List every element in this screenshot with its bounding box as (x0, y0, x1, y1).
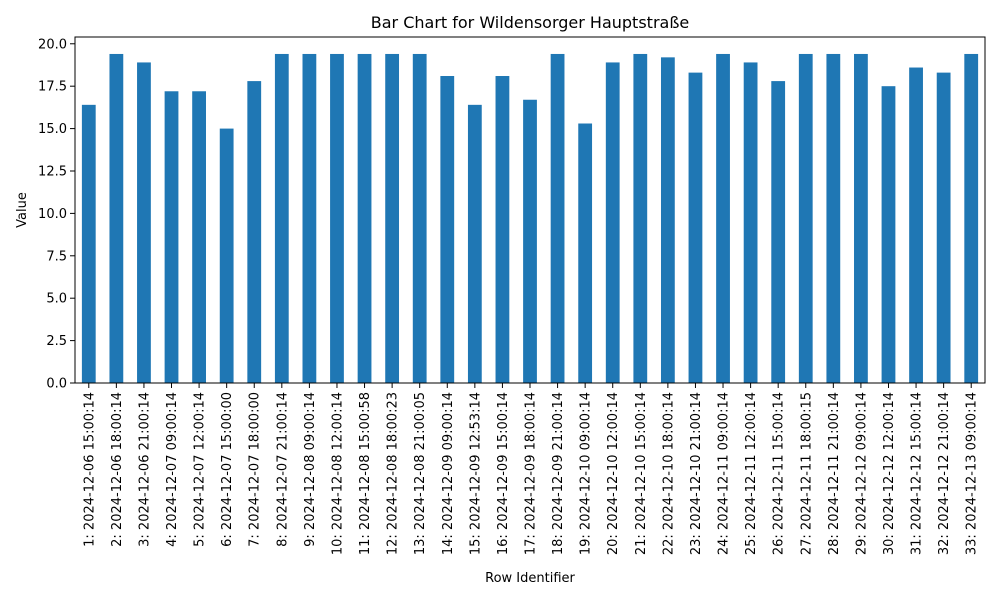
x-tick-label: 27: 2024-12-11 18:00:15 (799, 392, 814, 555)
bar-22 (660, 57, 675, 383)
bar-17 (523, 99, 537, 383)
x-axis-label: Row Identifier (485, 571, 575, 586)
x-tick-label: 7: 2024-12-07 18:00:00 (248, 392, 263, 547)
x-tick-label: 12: 2024-12-08 18:00:23 (386, 392, 401, 555)
x-tick-label: 28: 2024-12-11 21:00:14 (827, 392, 842, 555)
bar-30 (881, 86, 896, 383)
x-tick-label: 6: 2024-12-07 15:00:00 (220, 392, 235, 547)
bar-16 (495, 76, 510, 383)
bar-18 (550, 53, 565, 384)
x-tick-label: 11: 2024-12-08 15:00:58 (358, 392, 373, 555)
bars-layer (81, 53, 979, 384)
bar-28 (826, 53, 841, 384)
x-tick-label: 1: 2024-12-06 15:00:14 (82, 392, 97, 547)
bar-20 (605, 62, 620, 383)
bar-1 (81, 104, 96, 383)
y-tick-label: 0.0 (46, 377, 67, 392)
chart-title: Bar Chart for Wildensorger Hauptstraße (371, 13, 690, 32)
bar-8 (274, 53, 289, 384)
bar-15 (467, 104, 482, 383)
bar-3 (137, 62, 151, 383)
bar-33 (964, 53, 979, 384)
bar-27 (798, 53, 813, 384)
x-tick-label: 9: 2024-12-08 09:00:14 (303, 392, 318, 547)
bar-6 (219, 128, 234, 383)
x-tick-label: 17: 2024-12-09 18:00:14 (524, 392, 539, 555)
bar-11 (357, 53, 372, 384)
bar-31 (909, 67, 923, 383)
bar-26 (771, 81, 786, 383)
bar-24 (716, 53, 730, 384)
bar-19 (578, 123, 593, 383)
bar-12 (385, 53, 400, 384)
x-tick-label: 23: 2024-12-10 21:00:14 (689, 392, 704, 555)
x-tick-label: 8: 2024-12-07 21:00:14 (275, 392, 290, 547)
bar-13 (412, 53, 427, 384)
x-tick-label: 33: 2024-12-13 09:00:14 (965, 392, 980, 555)
bar-14 (440, 76, 455, 383)
x-tick-label: 19: 2024-12-10 09:00:14 (579, 392, 594, 555)
plot-frame (74, 36, 986, 384)
y-tick-label: 20.0 (38, 37, 67, 52)
y-axis: 0.0 2.5 5.0 7.5 10.0 12.5 15.0 17.5 20.0 (38, 37, 75, 392)
x-tick-label: 31: 2024-12-12 15:00:14 (910, 392, 925, 555)
y-tick-label: 7.5 (46, 249, 67, 264)
x-tick-label: 10: 2024-12-08 12:00:14 (330, 392, 345, 555)
y-tick-label: 2.5 (46, 334, 67, 349)
x-tick-label: 4: 2024-12-07 09:00:14 (165, 392, 180, 547)
x-tick-label: 2: 2024-12-06 18:00:14 (110, 392, 125, 547)
bar-32 (936, 72, 951, 384)
bar-21 (633, 53, 648, 384)
x-axis: 1: 2024-12-06 15:00:14 2: 2024-12-06 18:0… (82, 383, 980, 555)
x-tick-label: 14: 2024-12-09 09:00:14 (441, 392, 456, 555)
x-tick-label: 20: 2024-12-10 12:00:14 (606, 392, 621, 555)
bar-7 (247, 81, 262, 383)
bar-23 (688, 72, 703, 384)
y-tick-label: 12.5 (38, 164, 67, 179)
x-tick-label: 5: 2024-12-07 12:00:14 (193, 392, 208, 547)
bar-10 (330, 53, 344, 384)
x-tick-label: 21: 2024-12-10 15:00:14 (634, 392, 649, 555)
x-tick-label: 22: 2024-12-10 18:00:14 (661, 392, 676, 555)
x-tick-label: 15: 2024-12-09 12:53:14 (468, 392, 483, 555)
bar-25 (743, 62, 758, 383)
y-tick-label: 15.0 (38, 122, 67, 137)
x-tick-label: 13: 2024-12-08 21:00:05 (413, 392, 428, 555)
x-tick-label: 30: 2024-12-12 12:00:14 (882, 392, 897, 555)
bar-2 (109, 53, 124, 384)
x-tick-label: 32: 2024-12-12 21:00:14 (937, 392, 952, 555)
y-tick-label: 10.0 (38, 207, 67, 222)
bar-4 (164, 91, 179, 384)
x-tick-label: 24: 2024-12-11 09:00:14 (717, 392, 732, 555)
x-tick-label: 29: 2024-12-12 09:00:14 (854, 392, 869, 555)
x-tick-label: 25: 2024-12-11 12:00:14 (744, 392, 759, 555)
x-tick-label: 16: 2024-12-09 15:00:14 (496, 392, 511, 555)
bar-5 (192, 91, 206, 384)
y-axis-label: Value (15, 192, 30, 228)
bar-9 (302, 53, 317, 384)
x-tick-label: 26: 2024-12-11 15:00:14 (772, 392, 787, 555)
y-tick-label: 5.0 (46, 292, 67, 307)
x-tick-label: 3: 2024-12-06 21:00:14 (137, 392, 152, 547)
x-tick-label: 18: 2024-12-09 21:00:14 (551, 392, 566, 555)
y-tick-label: 17.5 (38, 80, 67, 95)
bar-29 (854, 53, 868, 384)
